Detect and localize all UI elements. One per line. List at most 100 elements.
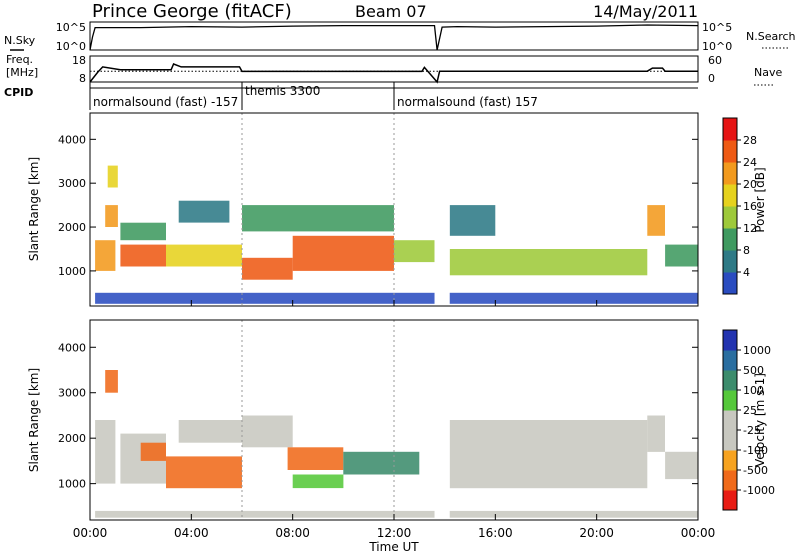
scatter-band <box>292 235 394 271</box>
colorbar-swatch <box>723 206 737 229</box>
colorbar-tick-label: 4 <box>743 266 750 279</box>
x-tick-label: 20:00 <box>579 526 614 540</box>
nsearch-tick-top: 10^5 <box>702 21 732 34</box>
y-tick-label: 4000 <box>58 341 86 354</box>
scatter-band <box>105 205 118 227</box>
colorbar-tick-label: 16 <box>743 200 757 213</box>
colorbar-swatch <box>723 140 737 163</box>
colorbar-tick-label: 1000 <box>743 344 771 357</box>
x-tick-label: 08:00 <box>275 526 310 540</box>
y-tick-label: 1000 <box>58 265 86 278</box>
colorbar-swatch <box>723 430 737 451</box>
colorbar-swatch <box>723 390 737 411</box>
scatter-band <box>242 257 293 280</box>
colorbar-swatch <box>723 250 737 273</box>
colorbar-swatch <box>723 228 737 251</box>
power-data-bands <box>95 113 699 306</box>
colorbar-tick-label: 12 <box>743 222 757 235</box>
scatter-band <box>394 240 435 263</box>
nsky-tick-bottom: 10^0 <box>56 40 86 53</box>
scatter-band <box>120 222 166 241</box>
colorbar-tick-label: 8 <box>743 244 750 257</box>
freq-tick-top: 18 <box>72 54 86 67</box>
power-ylabel: Slant Range [km] <box>27 157 41 261</box>
colorbar-swatch <box>723 118 737 141</box>
power-y-ticks: 1000 2000 3000 4000 <box>58 133 698 278</box>
scatter-band <box>95 420 116 484</box>
scatter-band <box>665 451 698 480</box>
colorbar-swatch <box>723 184 737 207</box>
velocity-colorbar-label: Velocity [m s-1] <box>753 373 767 467</box>
power-colorbar-label: Power [dB] <box>753 167 767 232</box>
colorbar-swatch <box>723 450 737 471</box>
beam-title: Beam 07 <box>355 2 427 21</box>
scatter-band <box>343 451 420 475</box>
nsky-series <box>89 24 699 51</box>
freq-series <box>89 63 698 84</box>
scatter-band <box>95 292 699 304</box>
colorbar-tick-label: 24 <box>743 156 757 169</box>
x-tick-label: 00:00 <box>73 526 108 540</box>
x-tick-label: 00:00 <box>681 526 716 540</box>
scatter-band <box>449 420 648 489</box>
velocity-colorbar: 1000 500 100 25 -25 -100 -500 -1000 <box>722 329 775 511</box>
velocity-data-bands <box>95 320 699 520</box>
colorbar-swatch <box>723 272 737 295</box>
y-tick-label: 3000 <box>58 387 86 400</box>
cpid-segment-label: themis 3300 <box>245 84 320 98</box>
scatter-band <box>95 510 699 518</box>
scatter-band <box>287 447 344 470</box>
scatter-band <box>242 415 293 448</box>
data-gap <box>434 113 450 306</box>
freq-label-2: [MHz] <box>6 66 38 79</box>
power-colorbar: 28 24 20 16 12 8 4 <box>722 117 757 295</box>
velocity-x-ticks: 00:00 04:00 08:00 12:00 16:00 20:00 00:00 <box>73 300 716 540</box>
cpid-segment-label: normalsound (fast) -157 <box>93 95 238 109</box>
y-tick-label: 2000 <box>58 432 86 445</box>
scatter-band <box>242 205 394 232</box>
nsky-panel: 10^5 10^0 10^5 10^0 <box>56 21 732 53</box>
freq-panel: 18 8 60 0 <box>72 54 722 85</box>
colorbar-tick-label: 25 <box>743 404 757 417</box>
x-tick-label: 04:00 <box>174 526 209 540</box>
colorbar-swatch <box>723 350 737 371</box>
colorbar-swatch <box>723 470 737 491</box>
colorbar-swatch <box>723 490 737 511</box>
nsearch-tick-bottom: 10^0 <box>702 40 732 53</box>
colorbar-tick-label: 500 <box>743 364 764 377</box>
velocity-y-ticks: 1000 2000 3000 4000 <box>58 341 698 491</box>
nsearch-label: N.Search <box>746 30 796 43</box>
colorbar-swatch <box>723 410 737 431</box>
y-tick-label: 4000 <box>58 133 86 146</box>
scatter-band <box>120 244 166 267</box>
y-tick-label: 2000 <box>58 221 86 234</box>
nsky-frame <box>89 21 699 51</box>
scatter-band <box>166 244 242 267</box>
colorbar-swatch <box>723 162 737 185</box>
scatter-band <box>140 442 166 461</box>
colorbar-swatch <box>723 370 737 391</box>
colorbar-tick-label: -500 <box>743 464 768 477</box>
scatter-band <box>178 420 242 443</box>
scatter-band <box>665 244 698 267</box>
freq-frame <box>89 55 699 83</box>
nsky-label: N.Sky <box>4 34 36 47</box>
scatter-band <box>95 240 116 271</box>
scatter-band <box>292 474 344 489</box>
cpid-label: CPID <box>4 86 33 99</box>
station-title: Prince George (fitACF) <box>92 1 292 22</box>
power-panel: 1000 2000 3000 4000 Slant Range [km] 28 24 20… <box>27 112 767 307</box>
date-title: 14/May/2011 <box>593 2 698 21</box>
colorbar-tick-label: -100 <box>743 444 768 457</box>
colorbar-swatch <box>723 330 737 351</box>
freq-label-1: Freq. <box>6 53 33 66</box>
cpid-strip: normalsound (fast) -157 themis 3300 normal… <box>89 82 698 110</box>
colorbar-tick-label: -25 <box>743 424 761 437</box>
scatter-band <box>449 205 496 236</box>
nave-tick-top: 60 <box>708 54 722 67</box>
colorbar-tick-label: 28 <box>743 134 757 147</box>
scatter-band <box>449 249 648 276</box>
cpid-segment-label: normalsound (fast) 157 <box>397 95 538 109</box>
nave-tick-bottom: 0 <box>708 72 715 85</box>
